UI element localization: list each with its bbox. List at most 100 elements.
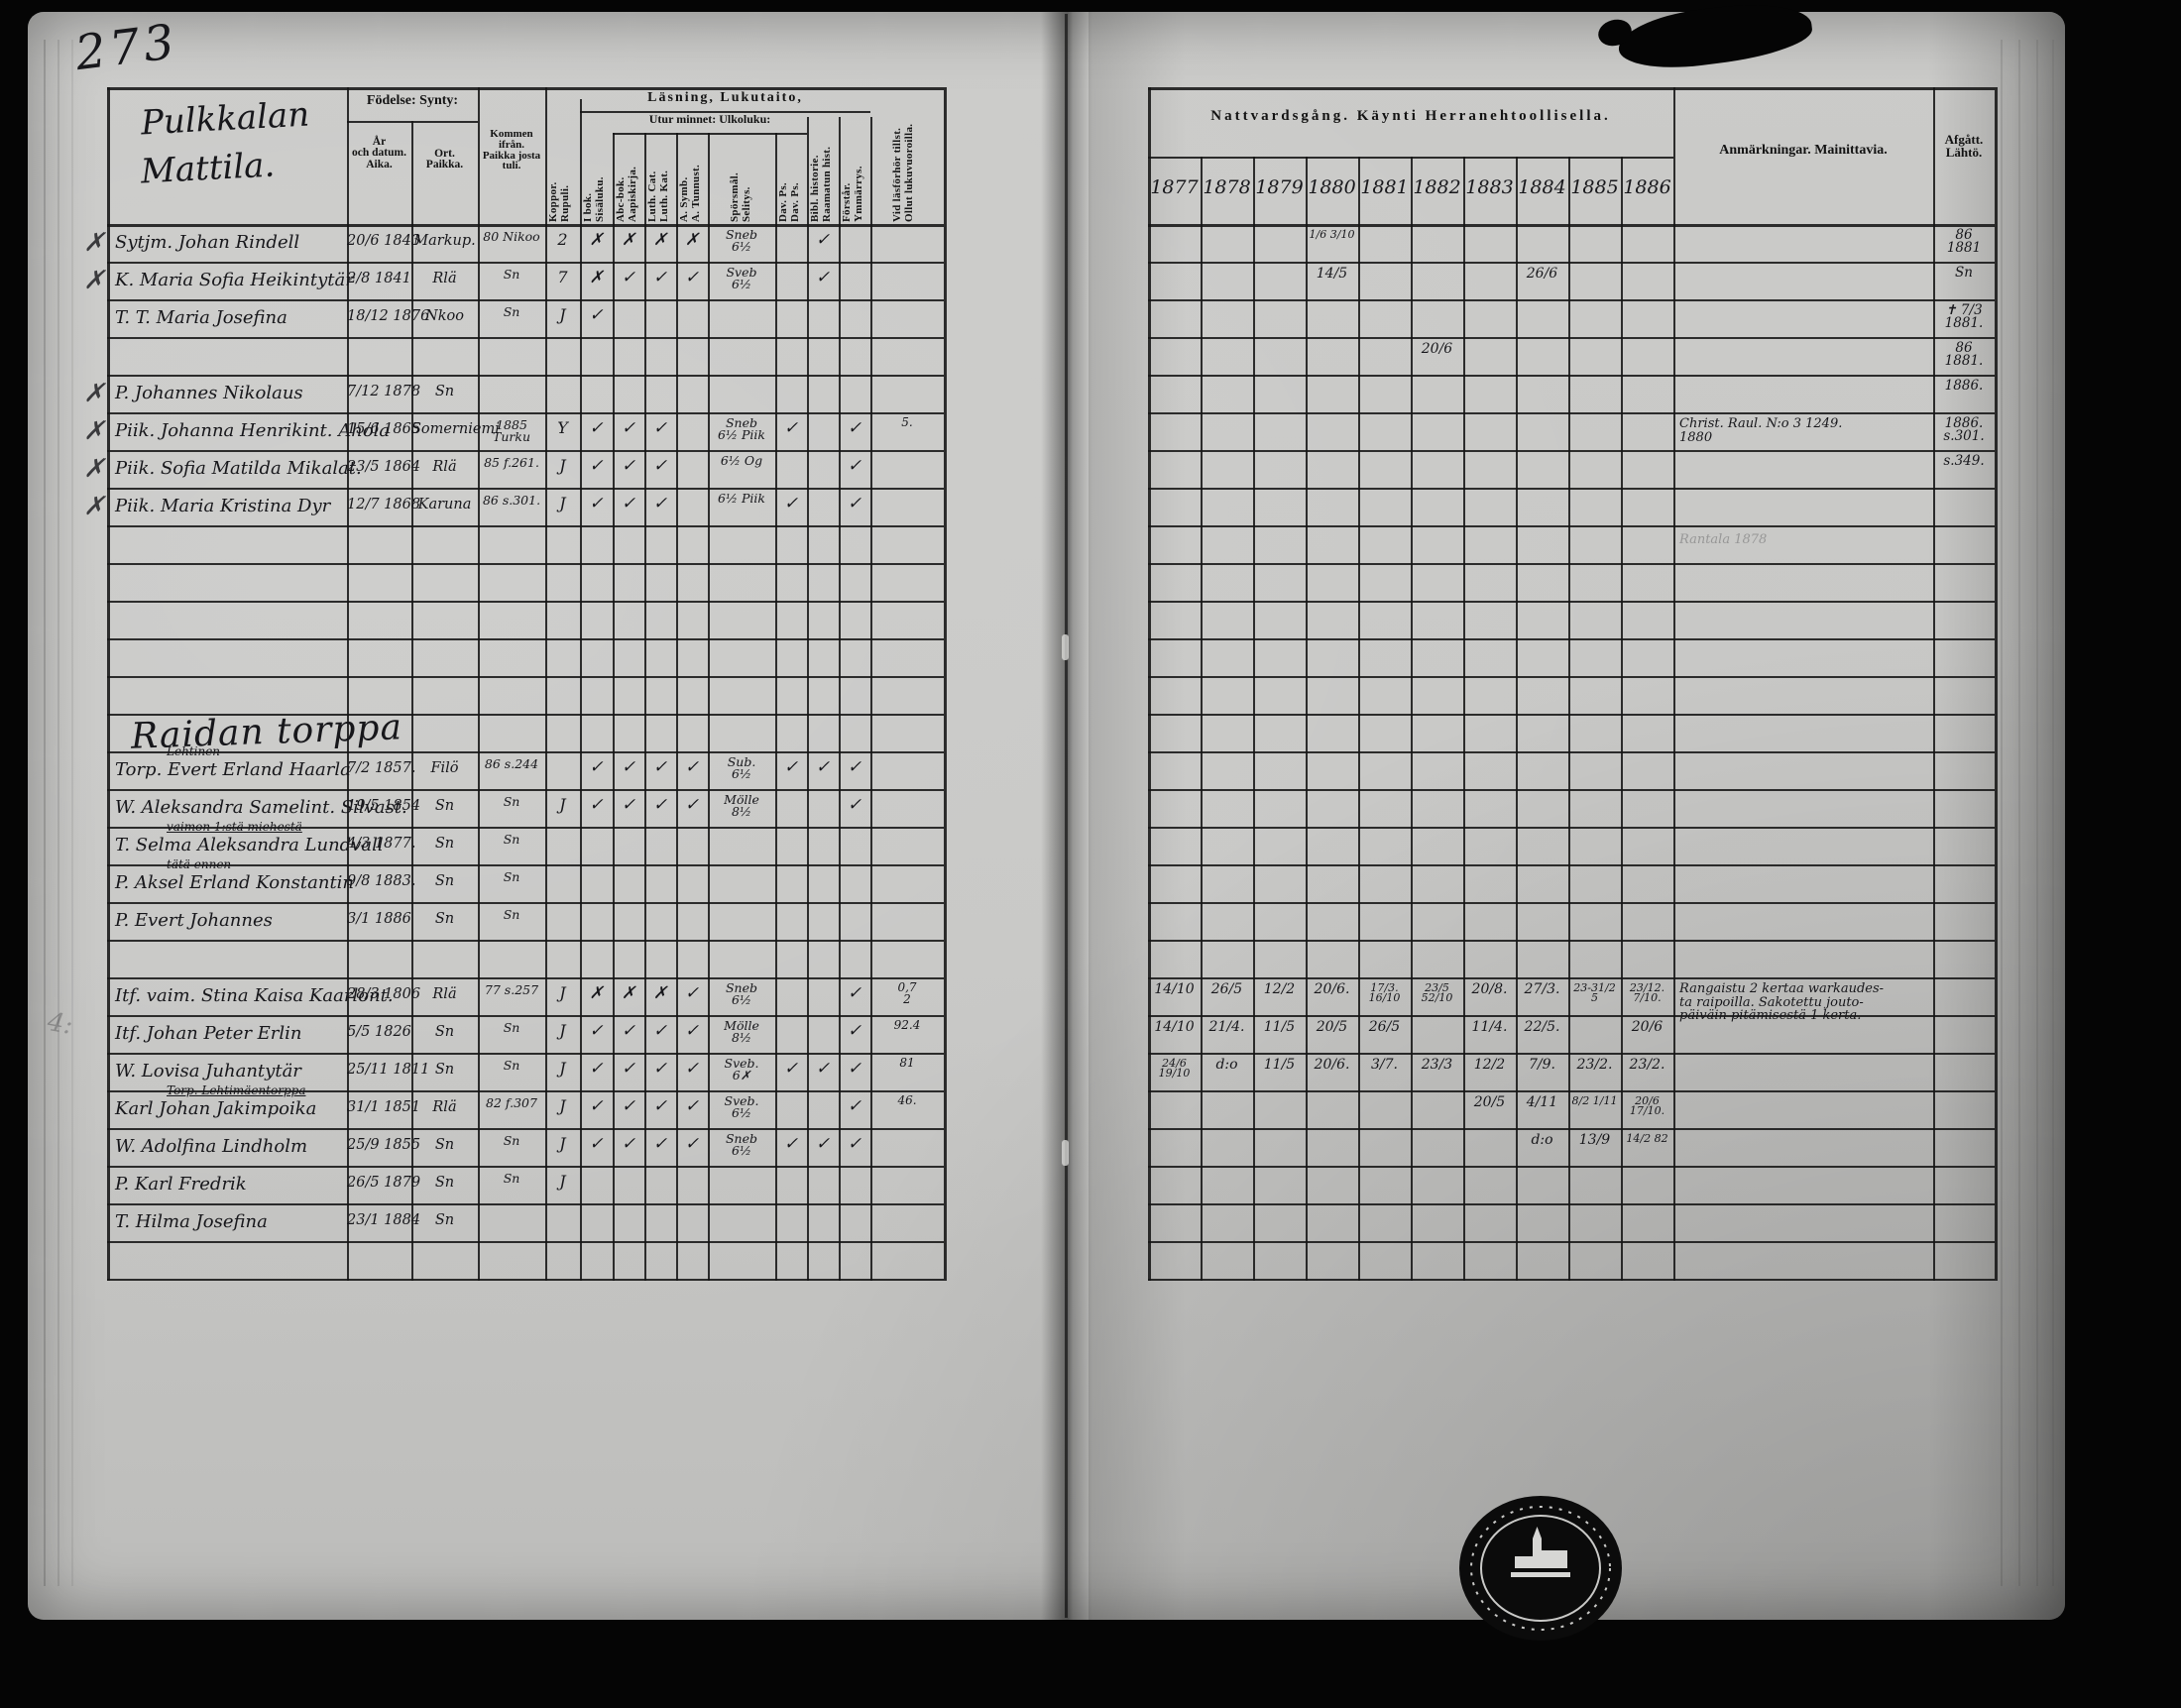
- questions-note: 6½ Piik: [717, 491, 766, 506]
- reading-mark: ✓: [589, 795, 604, 815]
- arrival-note: Sn: [503, 907, 520, 922]
- questions-note: Sveb 6½: [726, 265, 757, 292]
- entry-name: P. Aksel Erland Konstantin: [115, 872, 355, 893]
- rule-line: [107, 714, 944, 716]
- birth-place: Markup.: [413, 233, 476, 249]
- birth-place: Rlä: [432, 271, 457, 286]
- questions-note: Sveb. 6½: [724, 1093, 759, 1121]
- smallpox-mark: J: [559, 1134, 566, 1153]
- questions-note: 6½ Og: [720, 453, 763, 468]
- header-departed: Afgått. Lähtö.: [1944, 132, 1984, 160]
- margin-mark: ✗: [83, 416, 105, 446]
- attendance-note: 0,7 2: [897, 980, 917, 1006]
- communion-date: 17/3. 16/10: [1368, 981, 1401, 1005]
- birth-date: 23/1 1884: [347, 1212, 421, 1228]
- rule-line: [107, 224, 944, 227]
- column-line: [1933, 87, 1935, 1281]
- rule-line: [107, 601, 944, 603]
- column-line: [1463, 157, 1465, 1281]
- remark-note: Christ. Raul. N:o 3 1249. 1880: [1679, 416, 1843, 445]
- arrival-note: Sn: [503, 832, 520, 847]
- reading-mark: ✓: [652, 1096, 668, 1116]
- reading-mark: ✓: [589, 757, 604, 777]
- understands-mark: ✓: [847, 795, 862, 815]
- birth-place: Rlä: [432, 986, 457, 1002]
- communion-date: 14/5: [1316, 266, 1348, 282]
- psalms-mark: ✓: [783, 494, 799, 513]
- communion-date: 22/5.: [1524, 1019, 1560, 1035]
- understands-mark: ✓: [847, 1134, 862, 1154]
- reading-mark: ✓: [589, 1021, 604, 1041]
- reading-mark: ✗: [621, 983, 636, 1003]
- reading-mark: ✗: [652, 230, 668, 250]
- rule-line: [107, 902, 944, 904]
- psalms-mark: ✓: [783, 1059, 799, 1079]
- header-col-symbolum: A. Symb. A. Tunnust.: [678, 164, 702, 222]
- page-edge-line: [57, 40, 59, 1586]
- arrival-note: Sn: [503, 869, 520, 884]
- column-line: [807, 117, 809, 1281]
- questions-note: Sneb 6½: [725, 980, 757, 1008]
- questions-note: Sub. 6½: [727, 754, 756, 782]
- entry-name: P. Karl Fredrik: [115, 1174, 247, 1195]
- year-label: 1880: [1308, 176, 1356, 198]
- header-col-abc-book: Abc-bok. Aapiskirja.: [615, 166, 638, 222]
- rule-line: [107, 827, 944, 829]
- entry-name: P. Evert Johannes: [115, 910, 273, 931]
- header-fodelse: Födelse: Synty:: [366, 93, 459, 108]
- reading-mark: ✓: [684, 1096, 700, 1116]
- margin-mark: ✗: [83, 228, 105, 258]
- year-label: 1883: [1465, 176, 1514, 198]
- reading-mark: ✗: [621, 230, 636, 250]
- reading-mark: ✓: [621, 494, 636, 513]
- arrival-note: 86 s.301.: [482, 493, 541, 508]
- rule-line: [1148, 525, 1995, 527]
- birth-place: Nkoo: [425, 308, 464, 324]
- communion-date: 23-31/2 5: [1573, 981, 1616, 1005]
- attendance-note: 46.: [897, 1093, 917, 1107]
- header-reading: Läsning, Lukutaito,: [647, 90, 803, 105]
- entry-above-note: Torp. Lehtimäentorppa: [167, 1083, 306, 1097]
- rule-line: [107, 87, 944, 90]
- rule-line: [1148, 638, 1995, 640]
- column-line: [775, 133, 777, 1281]
- rule-line: [107, 977, 944, 979]
- rule-line: [107, 375, 944, 377]
- year-label: 1882: [1413, 176, 1461, 198]
- reading-mark: ✓: [589, 305, 604, 325]
- reading-mark: ✓: [589, 494, 604, 513]
- bible-history-mark: ✓: [815, 757, 831, 777]
- birth-date: 20/6 1843: [347, 233, 421, 249]
- birth-place: Rlä: [432, 459, 457, 475]
- page-edge-line: [2018, 40, 2020, 1586]
- column-line: [1995, 87, 1998, 1281]
- communion-date: 3/7.: [1371, 1057, 1398, 1073]
- reading-mark: ✓: [652, 1021, 668, 1041]
- bible-history-mark: ✓: [815, 230, 831, 250]
- remark-note: Rangaistu 2 kertaa warkaudes- ta raipoil…: [1679, 981, 1885, 1024]
- departure-note: 86 1881.: [1944, 340, 1984, 370]
- rule-line: [107, 940, 944, 942]
- entry-above-note: vaimon 1:stä miehestä: [167, 820, 302, 834]
- year-label: 1878: [1203, 176, 1251, 198]
- rule-line: [107, 1015, 944, 1017]
- entry-name: T. T. Maria Josefina: [115, 307, 287, 328]
- column-line: [1621, 157, 1623, 1281]
- psalms-mark: ✓: [783, 757, 799, 777]
- birth-place: Karuna: [417, 497, 472, 512]
- bible-history-mark: ✓: [815, 268, 831, 287]
- reading-mark: ✓: [589, 456, 604, 476]
- reading-mark: ✓: [621, 757, 636, 777]
- departure-note: ✝ 7/3 1881.: [1944, 302, 1984, 332]
- communion-date: 14/10: [1154, 981, 1195, 997]
- smallpox-mark: J: [559, 983, 566, 1002]
- reading-mark: ✓: [652, 494, 668, 513]
- rule-line: [107, 789, 944, 791]
- column-line: [1411, 157, 1413, 1281]
- birth-date: 5/5 1826: [347, 1024, 411, 1040]
- birth-place: Sn: [434, 1212, 455, 1228]
- entry-name: W. Lovisa Juhantytär: [115, 1061, 301, 1082]
- rule-line: [1148, 1203, 1995, 1205]
- attendance-note: 92.4: [893, 1018, 921, 1032]
